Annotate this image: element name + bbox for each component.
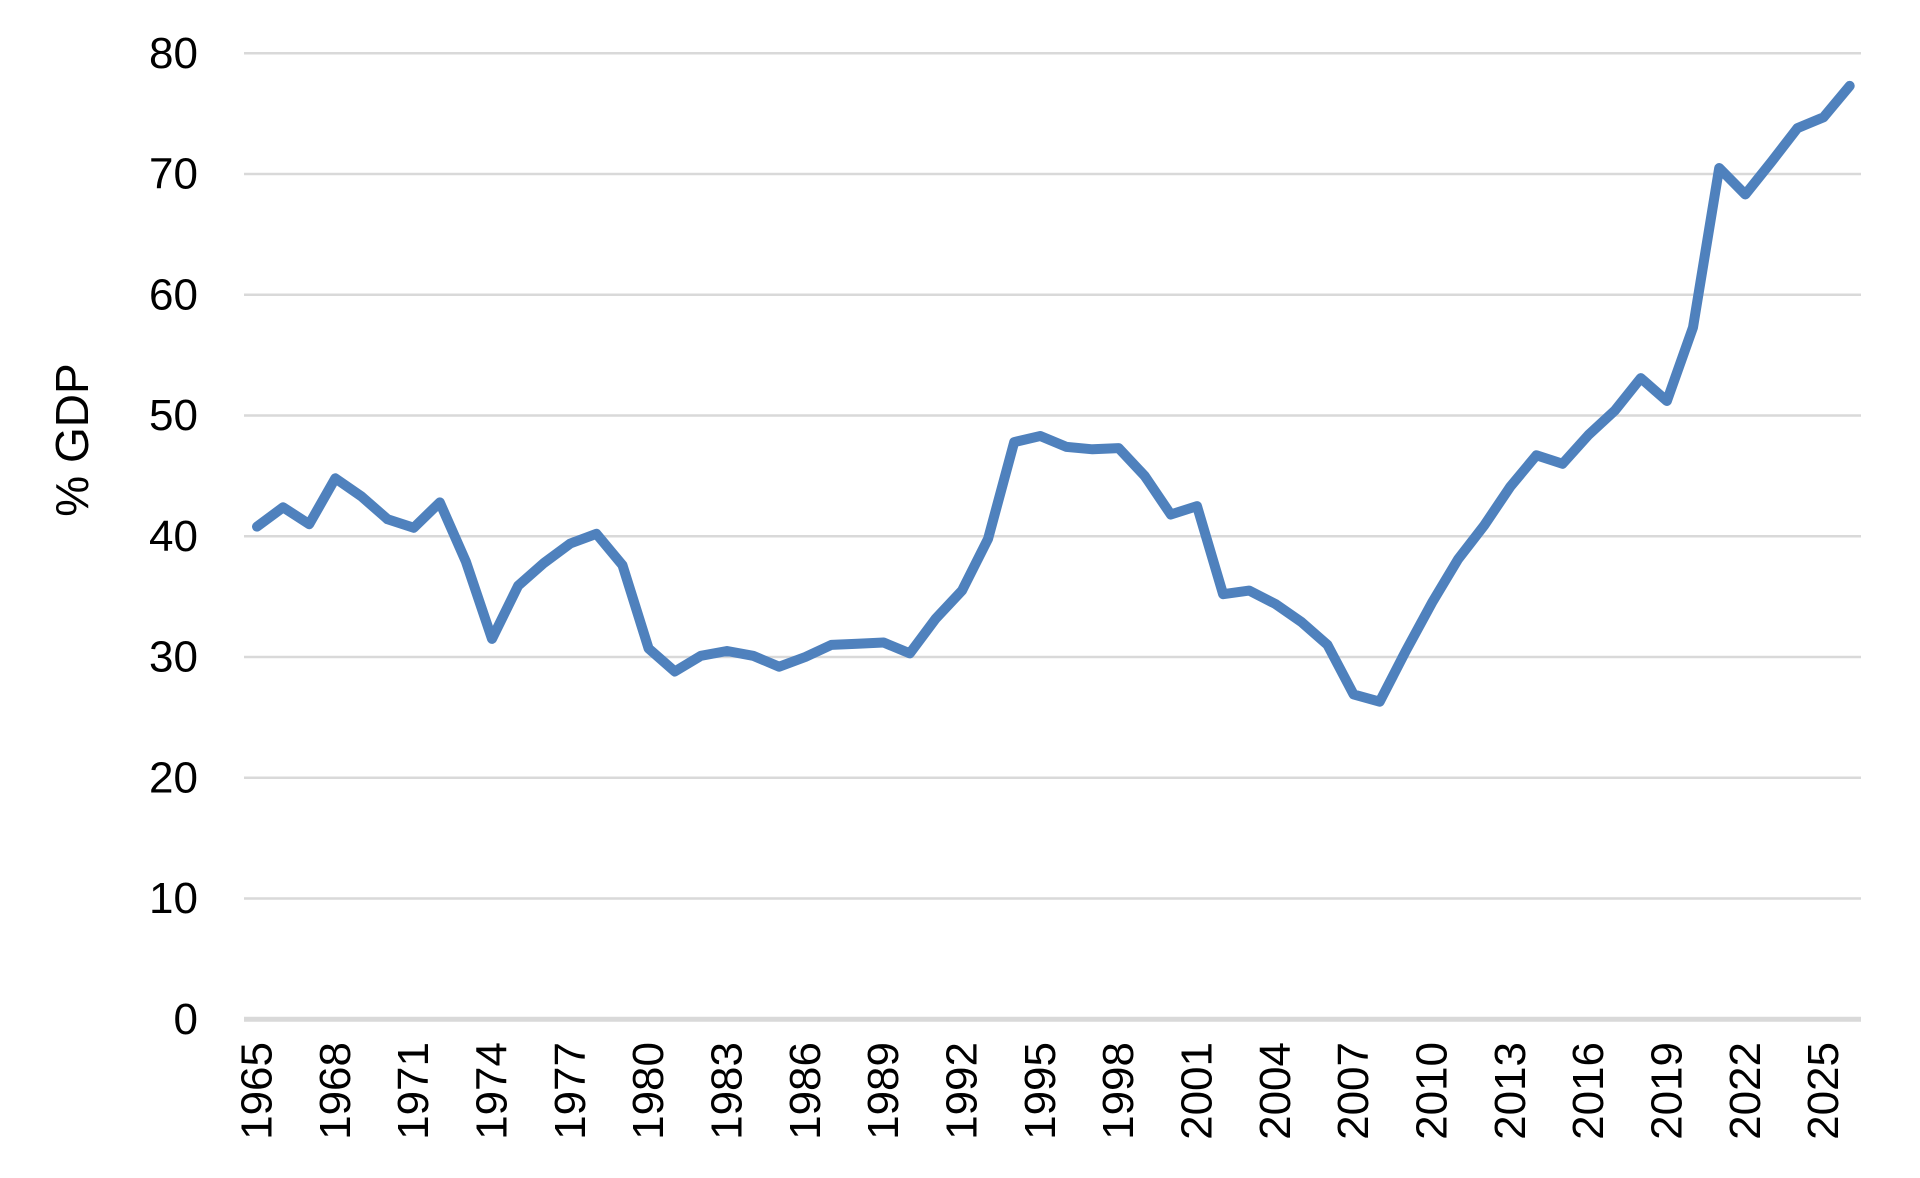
x-tick-label: 2010 bbox=[1407, 1042, 1456, 1140]
x-tick-label: 2001 bbox=[1172, 1042, 1221, 1140]
x-tick-label: 1992 bbox=[937, 1042, 986, 1140]
y-tick-label: 30 bbox=[149, 633, 198, 682]
x-tick-label: 1995 bbox=[1016, 1042, 1065, 1140]
y-tick-label: 70 bbox=[149, 150, 198, 199]
x-tick-label: 1980 bbox=[624, 1042, 673, 1140]
x-tick-label: 1989 bbox=[859, 1042, 908, 1140]
x-tick-label: 2013 bbox=[1486, 1042, 1535, 1140]
x-tick-label: 1965 bbox=[233, 1042, 282, 1140]
x-tick-label: 2004 bbox=[1251, 1042, 1300, 1140]
x-tick-label: 2007 bbox=[1329, 1042, 1378, 1140]
x-tick-label: 1998 bbox=[1094, 1042, 1143, 1140]
y-tick-label: 20 bbox=[149, 753, 198, 802]
x-tick-label: 2022 bbox=[1721, 1042, 1770, 1140]
x-axis-tick-labels: 1965 1968 1971 1974 1977 1980 1983 1986 1989 1992… bbox=[233, 1042, 1849, 1140]
y-axis-tick-labels: 0 10 20 30 40 50 60 70 80 bbox=[149, 29, 198, 1044]
y-axis-title: % GDP bbox=[46, 363, 98, 516]
y-tick-label: 60 bbox=[149, 270, 198, 319]
y-tick-label: 50 bbox=[149, 391, 198, 440]
x-tick-label: 2019 bbox=[1642, 1042, 1691, 1140]
y-tick-label: 0 bbox=[174, 995, 198, 1044]
x-tick-label: 1974 bbox=[467, 1042, 516, 1140]
x-tick-label: 1983 bbox=[702, 1042, 751, 1140]
y-tick-label: 40 bbox=[149, 512, 198, 561]
gridlines bbox=[244, 52, 1861, 1022]
data-series-line bbox=[252, 80, 1855, 707]
x-tick-label: 2025 bbox=[1799, 1042, 1848, 1140]
x-tick-label: 1968 bbox=[311, 1042, 360, 1140]
x-tick-label: 1986 bbox=[781, 1042, 830, 1140]
x-tick-label: 1971 bbox=[389, 1042, 438, 1140]
x-tick-label: 1977 bbox=[546, 1042, 595, 1140]
x-tick-label: 2016 bbox=[1564, 1042, 1613, 1140]
y-tick-label: 10 bbox=[149, 874, 198, 923]
y-tick-label: 80 bbox=[149, 29, 198, 78]
